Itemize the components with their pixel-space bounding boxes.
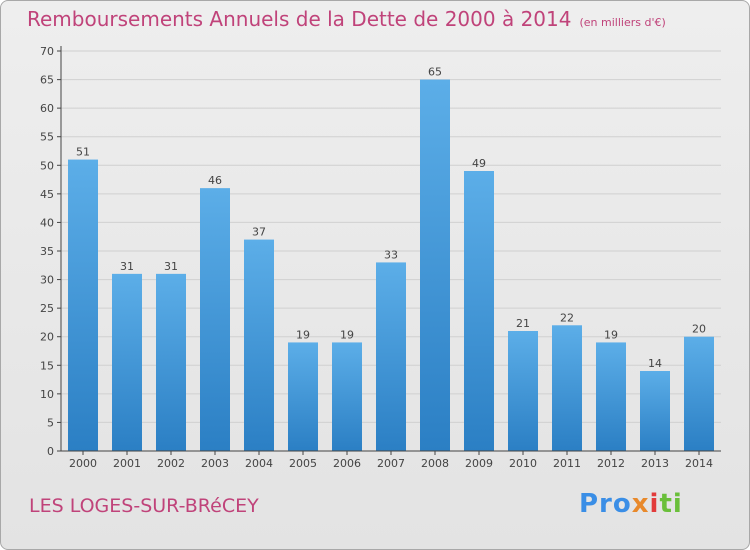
commune-name: LES LOGES-SUR-BRéCEY [29,495,259,517]
x-tick-label-2006: 2006 [333,457,361,470]
x-tick-label-2004: 2004 [245,457,273,470]
y-tick-label: 20 [40,331,54,344]
bar-2010 [508,331,538,451]
x-tick-label-2001: 2001 [113,457,141,470]
y-tick-label: 60 [40,102,54,115]
y-tick-label: 50 [40,159,54,172]
x-tick-label-2008: 2008 [421,457,449,470]
y-tick-label: 40 [40,216,54,229]
value-label-2002: 31 [164,260,178,273]
value-label-2012: 19 [604,328,618,341]
value-label-2010: 21 [516,317,530,330]
x-tick-label-2003: 2003 [201,457,229,470]
bar-2012 [596,342,626,451]
x-tick-label-2005: 2005 [289,457,317,470]
x-tick-label-2009: 2009 [465,457,493,470]
bar-2007 [376,262,406,451]
x-tick-label-2013: 2013 [641,457,669,470]
bar-2009 [464,171,494,451]
value-label-2006: 19 [340,328,354,341]
bar-2004 [244,239,274,451]
value-label-2004: 37 [252,226,266,239]
y-tick-label: 55 [40,131,54,144]
proxiti-logo: Proxiti [579,489,683,519]
bar-2006 [332,342,362,451]
y-tick-label: 70 [40,45,54,58]
value-label-2007: 33 [384,248,398,261]
bar-2013 [640,371,670,451]
y-tick-label: 0 [47,445,54,458]
value-label-2005: 19 [296,328,310,341]
value-label-2001: 31 [120,260,134,273]
x-tick-label-2007: 2007 [377,457,405,470]
value-label-2009: 49 [472,157,486,170]
value-label-2008: 65 [428,66,442,79]
value-label-2014: 20 [692,323,706,336]
value-label-2000: 51 [76,146,90,159]
x-tick-label-2012: 2012 [597,457,625,470]
bar-2001 [112,273,142,451]
y-tick-label: 30 [40,274,54,287]
bar-2000 [68,159,98,452]
y-tick-label: 15 [40,359,54,372]
chart-title-text: Remboursements Annuels de la Dette de 20… [27,7,572,31]
bar-2002 [156,273,186,451]
bar-2003 [200,188,230,451]
bar-2008 [420,79,450,452]
y-tick-label: 45 [40,188,54,201]
x-tick-label-2011: 2011 [553,457,581,470]
bar-2005 [288,342,318,451]
y-tick-label: 25 [40,302,54,315]
y-tick-label: 35 [40,245,54,258]
y-tick-label: 65 [40,74,54,87]
value-label-2013: 14 [648,357,662,370]
bar-2014 [684,336,714,451]
y-tick-label: 5 [47,416,54,429]
x-tick-label-2000: 2000 [69,457,97,470]
bar-2011 [552,325,582,451]
chart-unit: (en milliers d'€) [579,16,666,29]
chart-title: Remboursements Annuels de la Dette de 20… [27,7,666,31]
value-label-2003: 46 [208,174,222,187]
x-tick-label-2010: 2010 [509,457,537,470]
value-label-2011: 22 [560,311,574,324]
x-tick-label-2014: 2014 [685,457,713,470]
x-tick-label-2002: 2002 [157,457,185,470]
y-tick-label: 10 [40,388,54,401]
